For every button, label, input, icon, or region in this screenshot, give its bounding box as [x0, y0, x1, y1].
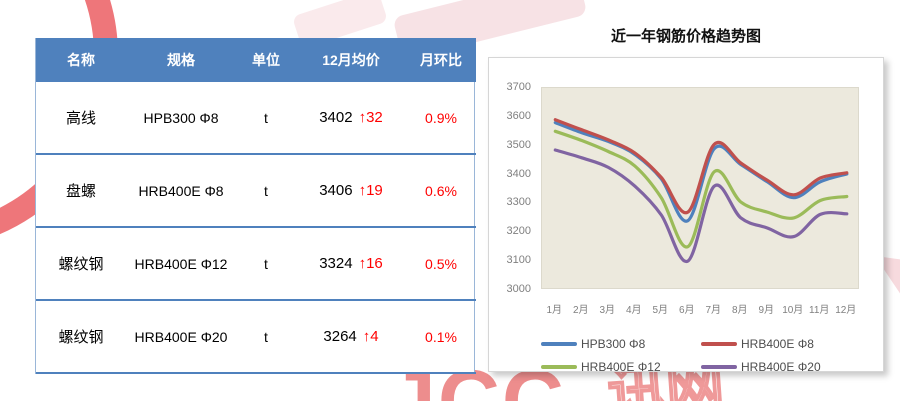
chart-title: 近一年钢筋价格趋势图 — [610, 28, 761, 45]
cell-unit: t — [236, 82, 296, 155]
x-axis-tick: 5月 — [652, 305, 669, 316]
legend-label: HRB400E Φ8 — [741, 336, 814, 351]
x-axis-tick: 3月 — [599, 305, 616, 316]
cell-mom: 0.9% — [406, 82, 476, 155]
cell-price: 3324 ↑16 — [296, 228, 406, 301]
x-axis-tick: 9月 — [758, 305, 775, 316]
legend-line-swatch — [541, 364, 577, 369]
legend-label: HPB300 Φ8 — [581, 336, 646, 351]
legend-label: HRB400E Φ12 — [581, 359, 661, 374]
y-axis-tick: 3400 — [506, 168, 531, 180]
x-axis-tick: 6月 — [678, 305, 695, 316]
x-axis-tick: 10月 — [782, 305, 804, 316]
y-axis-tick: 3000 — [506, 283, 531, 295]
cell-spec: HRB400E Φ12 — [126, 228, 236, 301]
col-header-mom: 月环比 — [406, 38, 476, 82]
col-header-spec: 规格 — [126, 38, 236, 82]
cell-spec: HRB400E Φ8 — [126, 155, 236, 228]
price-value: 3264 — [323, 328, 357, 345]
y-axis-tick: 3600 — [506, 110, 531, 122]
cell-name: 盘螺 — [36, 155, 126, 228]
cell-mom: 0.6% — [406, 155, 476, 228]
price-delta-up: ↑19 — [358, 182, 383, 199]
cell-price: 3264 ↑4 — [296, 301, 406, 374]
col-header-dec-avg-price: 12月均价 — [296, 38, 406, 82]
legend-item: HRB400E Φ12 — [541, 355, 701, 378]
chart-legend: HPB300 Φ8 HRB400E Φ8 HRB400E Φ12 HRB400E… — [541, 332, 861, 378]
price-value: 3406 — [319, 182, 353, 199]
price-delta-up: ↑16 — [358, 255, 383, 272]
cell-name: 螺纹钢 — [36, 301, 126, 374]
cell-spec: HPB300 Φ8 — [126, 82, 236, 155]
price-delta-up: ↑32 — [358, 109, 383, 126]
x-axis-tick: 11月 — [809, 305, 830, 316]
cell-mom: 0.5% — [406, 228, 476, 301]
col-header-name: 名称 — [36, 38, 126, 82]
x-axis-tick: 8月 — [731, 305, 748, 316]
legend-item: HPB300 Φ8 — [541, 332, 701, 355]
col-header-unit: 单位 — [236, 38, 296, 82]
cell-price: 3402 ↑32 — [296, 82, 406, 155]
x-axis-tick: 1月 — [546, 305, 563, 316]
cell-spec: HRB400E Φ20 — [126, 301, 236, 374]
cell-unit: t — [236, 301, 296, 374]
cell-unit: t — [236, 228, 296, 301]
cell-name: 高线 — [36, 82, 126, 155]
y-axis-tick: 3200 — [506, 225, 531, 237]
legend-line-swatch — [701, 364, 737, 369]
x-axis-tick: 7月 — [705, 305, 722, 316]
steel-price-table: 名称 规格 单位 12月均价 月环比 高线 HPB300 Φ8 t 3402 ↑… — [35, 38, 476, 374]
y-axis-tick: 3100 — [506, 254, 531, 266]
x-axis-tick: 12月 — [835, 305, 857, 316]
y-axis-tick: 3500 — [506, 139, 531, 151]
x-axis-labels: 1月 2月 3月 4月 5月 6月 7月 8月 9月 10月 11月 12月 — [541, 301, 859, 316]
cell-unit: t — [236, 155, 296, 228]
price-trend-chart-card: 3700 3600 3500 3400 3300 3200 3100 3000 … — [488, 57, 884, 374]
price-value: 3324 — [319, 255, 353, 272]
plot-area — [541, 87, 859, 289]
legend-line-swatch — [541, 341, 577, 346]
y-axis-tick: 3300 — [506, 196, 531, 208]
cell-name: 螺纹钢 — [36, 228, 126, 301]
price-value: 3402 — [319, 109, 353, 126]
cell-price: 3406 ↑19 — [296, 155, 406, 228]
legend-label: HRB400E Φ20 — [741, 359, 821, 374]
y-axis-tick: 3700 — [506, 81, 531, 93]
cell-mom: 0.1% — [406, 301, 476, 374]
trend-lines-svg — [553, 118, 849, 263]
x-axis-tick: 4月 — [625, 305, 642, 316]
price-delta-up: ↑4 — [362, 328, 379, 345]
legend-line-swatch — [701, 341, 737, 346]
x-axis-tick: 2月 — [572, 305, 589, 316]
legend-item: HRB400E Φ8 — [701, 332, 861, 355]
legend-item: HRB400E Φ20 — [701, 355, 861, 378]
